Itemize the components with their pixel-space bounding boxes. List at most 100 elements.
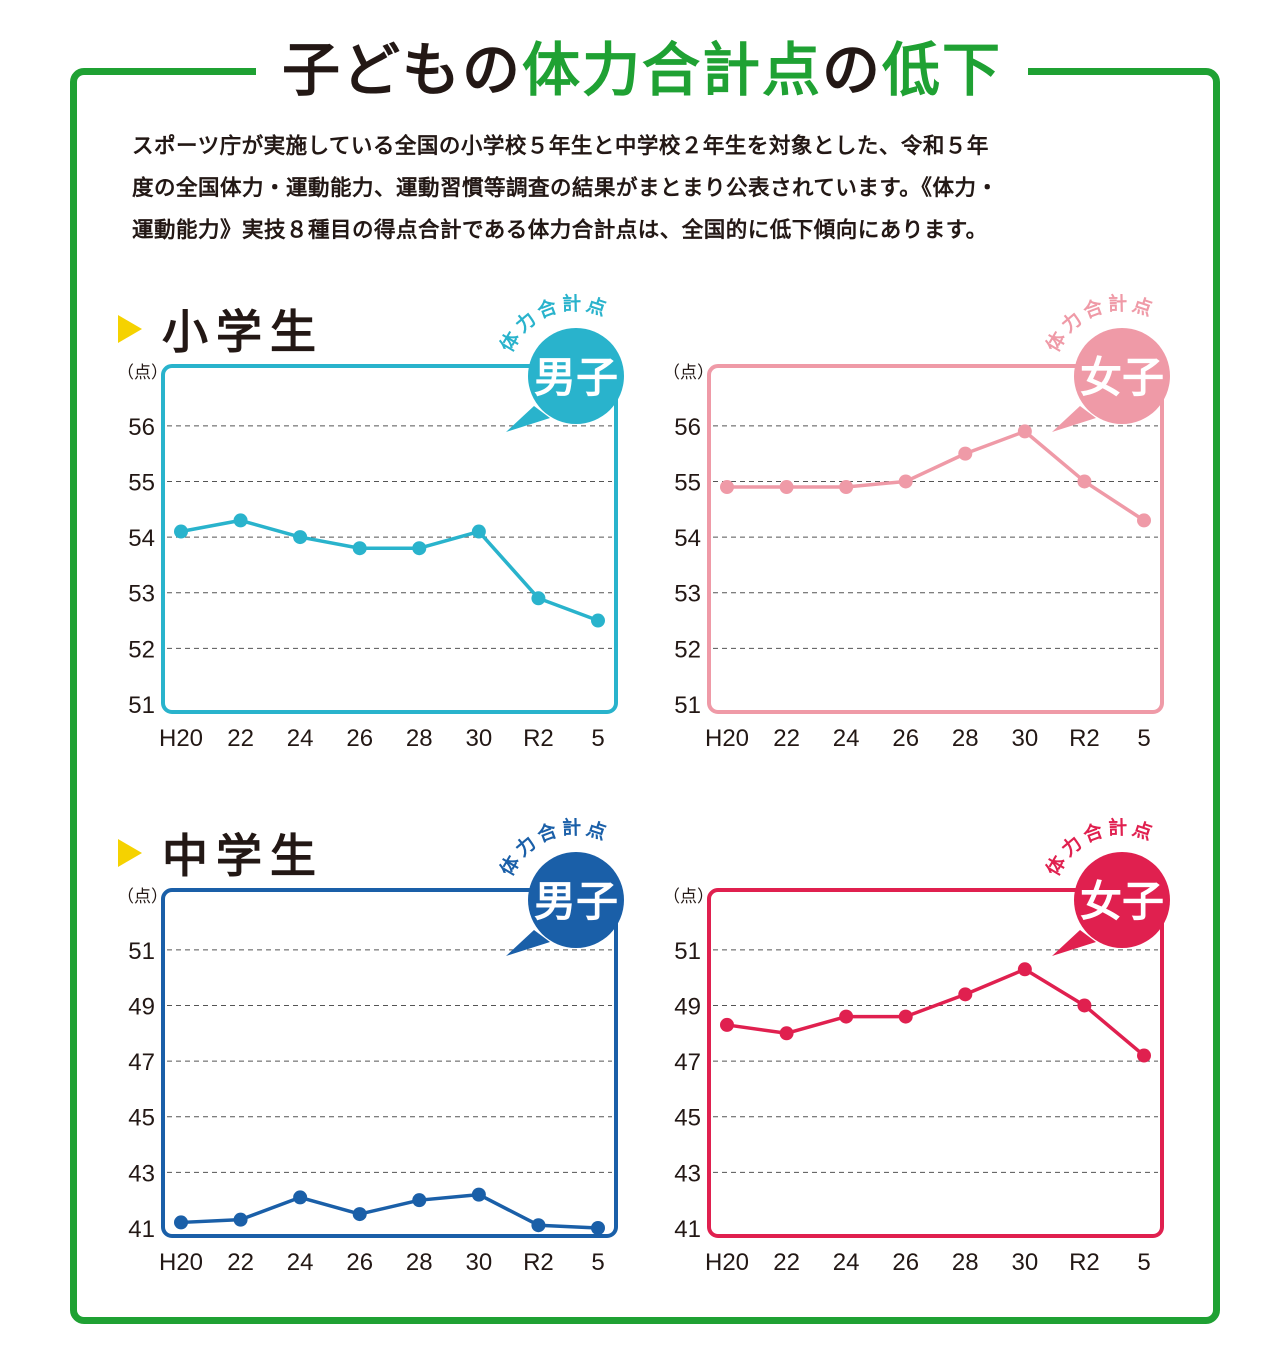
- title-part-3: の: [822, 36, 883, 104]
- x-tick-label: 26: [346, 725, 373, 752]
- x-tick-label: 26: [892, 1249, 919, 1276]
- data-point: [352, 541, 367, 556]
- x-tick-label: 5: [1137, 1249, 1150, 1276]
- x-tick-label: R2: [523, 725, 554, 752]
- data-point: [471, 1187, 486, 1202]
- data-point: [591, 1221, 605, 1235]
- data-point: [233, 1212, 248, 1227]
- bubble-tail: [506, 930, 550, 956]
- triangle-marker-icon: [118, 315, 142, 343]
- data-point: [352, 1207, 367, 1222]
- lead-line: 度の全国体力・運動能力、運動習慣等調査の結果がまとまり公表されています。《体力・: [132, 176, 999, 201]
- y-tick-label: 41: [674, 1216, 701, 1243]
- x-tick-label: R2: [1069, 725, 1100, 752]
- page-title: 子どもの 体力合計点 の 低下: [256, 22, 1028, 108]
- x-tick-label: 26: [346, 1249, 373, 1276]
- data-point: [839, 480, 854, 495]
- data-point: [779, 1026, 794, 1041]
- data-point: [471, 524, 486, 539]
- y-tick-label: 51: [674, 938, 701, 965]
- series-line: [726, 967, 1146, 1057]
- data-point: [174, 1215, 188, 1230]
- y-tick-label: 49: [128, 993, 155, 1020]
- series-line: [727, 429, 1145, 522]
- y-axis-unit-label: （点）: [117, 887, 168, 906]
- bubble-circle: [1074, 852, 1170, 948]
- data-point: [174, 524, 188, 539]
- badge-bubble: 女子: [1052, 852, 1170, 956]
- y-tick-label: 51: [128, 692, 155, 719]
- data-point: [720, 480, 734, 495]
- data-point: [958, 446, 973, 461]
- y-tick-label: 53: [674, 581, 701, 608]
- y-axis-unit-label: （点）: [663, 887, 714, 906]
- series-line: [180, 518, 599, 623]
- x-tick-label: 22: [773, 1249, 800, 1276]
- x-tick-label: 28: [952, 725, 979, 752]
- x-tick-label: 24: [833, 725, 860, 752]
- y-tick-label: 49: [674, 993, 701, 1020]
- y-tick-label: 47: [128, 1049, 155, 1076]
- section-heading-junior-high: 中学生: [118, 820, 324, 886]
- title-part-1: 子どもの: [281, 36, 522, 104]
- data-point: [591, 613, 605, 628]
- bubble-circle: [528, 328, 624, 424]
- data-point: [720, 1017, 734, 1032]
- y-tick-label: 56: [674, 414, 701, 441]
- lead-paragraph: スポーツ庁が実施している全国の小学校５年生と中学校２年生を対象とした、令和５年 …: [132, 126, 1172, 252]
- y-tick-label: 45: [674, 1105, 701, 1132]
- y-axis-unit-label: （点）: [663, 363, 714, 382]
- badge-bubble: 男子: [506, 328, 624, 432]
- series-line: [180, 1192, 599, 1230]
- data-point: [1017, 962, 1032, 977]
- y-tick-label: 52: [674, 636, 701, 663]
- bubble-tail: [1052, 930, 1096, 956]
- x-tick-label: H20: [159, 725, 203, 752]
- data-point: [531, 591, 546, 606]
- bubble-tail: [1052, 406, 1096, 432]
- x-tick-label: 26: [892, 725, 919, 752]
- y-tick-label: 55: [128, 469, 155, 496]
- triangle-marker-icon: [118, 839, 142, 867]
- y-axis-unit-label: （点）: [117, 363, 168, 382]
- chart-frame: [707, 364, 1164, 714]
- data-point: [1137, 1048, 1151, 1063]
- x-tick-label: 5: [591, 725, 604, 752]
- data-point: [293, 530, 308, 545]
- bubble-circle: [1074, 328, 1170, 424]
- lead-line: 運動能力》実技８種目の得点合計である体力合計点は、全国的に低下傾向にあります。: [132, 218, 988, 243]
- x-tick-label: 30: [466, 1249, 493, 1276]
- x-tick-label: H20: [705, 1249, 749, 1276]
- chart-frame: [161, 888, 618, 1238]
- y-tick-label: 43: [674, 1160, 701, 1187]
- data-point: [1077, 998, 1092, 1013]
- x-tick-label: 30: [1012, 1249, 1039, 1276]
- y-tick-label: 43: [128, 1160, 155, 1187]
- bubble-circle: [528, 852, 624, 948]
- x-tick-label: R2: [1069, 1249, 1100, 1276]
- badge-label: 女子: [1080, 878, 1164, 925]
- y-tick-label: 54: [128, 525, 155, 552]
- data-point: [839, 1009, 854, 1024]
- section-title: 小学生: [162, 305, 324, 359]
- data-point: [412, 1193, 427, 1208]
- x-tick-label: 5: [591, 1249, 604, 1276]
- section-title: 中学生: [162, 829, 324, 883]
- lead-line: スポーツ庁が実施している全国の小学校５年生と中学校２年生を対象とした、令和５年: [132, 134, 989, 159]
- x-tick-label: 22: [227, 1249, 254, 1276]
- data-point: [293, 1190, 308, 1205]
- y-tick-label: 51: [674, 692, 701, 719]
- data-point: [412, 541, 427, 556]
- data-point: [1017, 424, 1032, 439]
- chart-frame: [707, 888, 1164, 1238]
- y-tick-label: 56: [128, 414, 155, 441]
- data-point: [898, 474, 913, 489]
- x-tick-label: R2: [523, 1249, 554, 1276]
- x-tick-label: 28: [406, 1249, 433, 1276]
- y-tick-label: 51: [128, 938, 155, 965]
- x-tick-label: 30: [466, 725, 493, 752]
- y-tick-label: 55: [674, 469, 701, 496]
